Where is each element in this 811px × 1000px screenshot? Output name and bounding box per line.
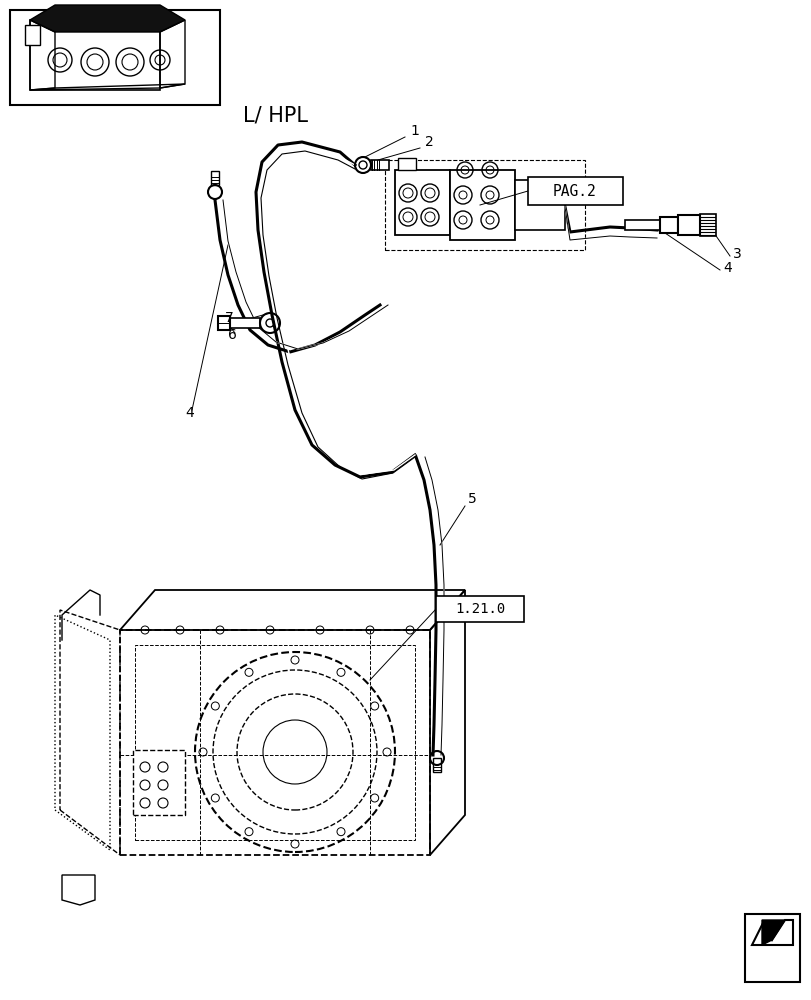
Bar (394, 170, 449, 235)
Bar (699, 214, 715, 236)
Bar (384, 160, 584, 250)
Polygon shape (30, 5, 185, 32)
Bar (25, 25, 40, 45)
Text: 1.21.0: 1.21.0 (454, 602, 504, 616)
Text: 6: 6 (228, 328, 237, 342)
Bar (397, 158, 415, 170)
Bar (514, 180, 564, 230)
Bar (527, 177, 622, 205)
Bar (744, 914, 799, 982)
Text: 4: 4 (722, 261, 731, 275)
Text: 1: 1 (410, 124, 418, 138)
Bar (371, 160, 388, 170)
Polygon shape (761, 920, 784, 945)
Text: L/ HPL: L/ HPL (242, 105, 307, 125)
Text: 2: 2 (424, 135, 433, 149)
Bar (677, 215, 699, 235)
Bar (217, 316, 230, 330)
Bar (230, 318, 260, 328)
Bar (211, 171, 219, 185)
Bar (30, 20, 160, 90)
Text: PAG.2: PAG.2 (552, 184, 596, 199)
Text: 7: 7 (225, 311, 234, 325)
Text: 3: 3 (732, 247, 740, 261)
Text: 5: 5 (467, 492, 476, 506)
Bar (432, 758, 440, 772)
Bar (624, 220, 659, 230)
Bar (10, 10, 220, 105)
Bar (659, 217, 677, 233)
Bar (436, 596, 523, 622)
Bar (449, 170, 514, 240)
Bar (133, 750, 185, 815)
Text: 4: 4 (185, 406, 194, 420)
Bar (135, 645, 414, 840)
